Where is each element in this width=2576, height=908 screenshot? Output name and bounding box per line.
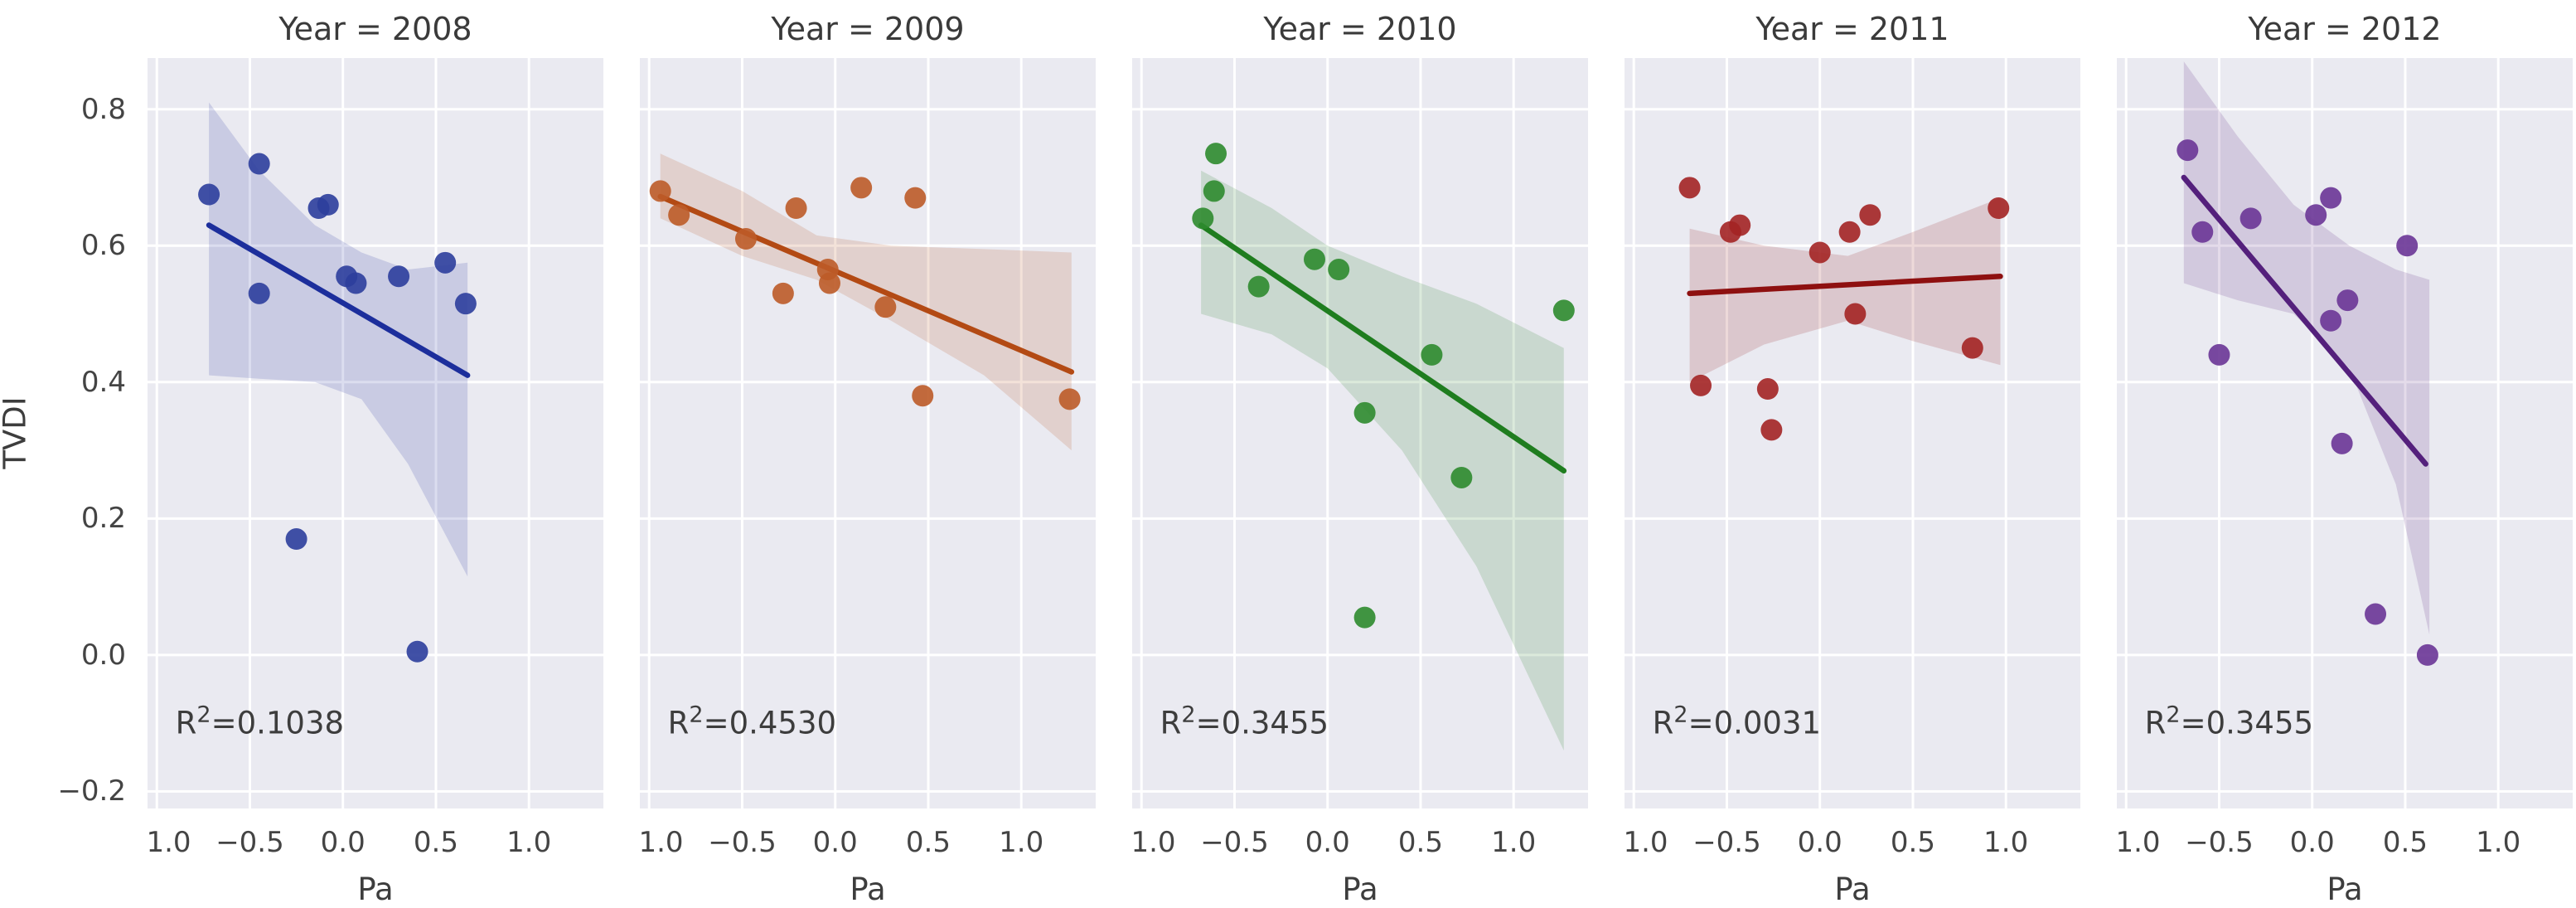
x-tick-label: −0.5 [1692, 826, 1761, 859]
x-tick-label: 0.0 [1798, 826, 1842, 859]
y-tick-label: 0.2 [80, 502, 126, 536]
r-squared-annotation: R2=0.3455 [2145, 702, 2313, 741]
x-tick-label: 1.0 [999, 826, 1043, 859]
x-tick-label: 0.5 [906, 826, 951, 859]
facet-title: Year = 2010 [1263, 11, 1457, 47]
r-squared-annotation: R2=0.1038 [176, 702, 344, 741]
x-tick-label: 1.0 [1491, 826, 1536, 859]
y-tick-label: 0.0 [80, 638, 126, 672]
x-axis-label: Pa [1342, 872, 1378, 907]
x-tick-label: 1.0 [2476, 826, 2520, 859]
facet-row: Year = 2008 R2=0.1038 −1.0 −0.5 0.0 0.5 1.0 Pa… [148, 0, 2573, 908]
r-squared-annotation: R2=0.3455 [1160, 702, 1329, 741]
r-squared-annotation: R2=0.4530 [668, 702, 836, 741]
x-tick-label: 0.5 [1398, 826, 1443, 859]
facet-title: Year = 2012 [2248, 11, 2442, 47]
facet-title: Year = 2011 [1755, 11, 1949, 47]
x-tick-label: 0.5 [414, 826, 458, 859]
scatter-plot-2010: R2=0.3455 −1.0 −0.5 0.0 0.5 1.0 Pa [1132, 58, 1588, 907]
x-tick-label: −1.0 [640, 826, 684, 859]
scatter-plot-2008: R2=0.1038 −1.0 −0.5 0.0 0.5 1.0 Pa [148, 58, 603, 907]
x-tick-label: 0.5 [2383, 826, 2428, 859]
y-tick-label: 0.4 [80, 365, 126, 399]
x-tick-label: −0.5 [708, 826, 777, 859]
facet-year-2008: Year = 2008 R2=0.1038 −1.0 −0.5 0.0 0.5 1.0 Pa [148, 0, 603, 908]
y-tick-label: 0.8 [80, 92, 126, 126]
x-tick-label: −1.0 [148, 826, 191, 859]
r-squared-annotation: R2=0.0031 [1653, 702, 1821, 741]
x-axis-label: Pa [1834, 872, 1870, 907]
scatter-plot-2011: R2=0.0031 −1.0 −0.5 0.0 0.5 1.0 Pa [1625, 58, 2080, 907]
x-tick-label: −1.0 [1132, 826, 1176, 859]
scatter-plot-2009: R2=0.4530 −1.0 −0.5 0.0 0.5 1.0 Pa [640, 58, 1096, 907]
x-axis-label: Pa [2327, 872, 2362, 907]
x-tick-label: 0.0 [2290, 826, 2335, 859]
x-tick-label: 0.5 [1891, 826, 1935, 859]
x-tick-label: −1.0 [1625, 826, 1668, 859]
facet-title: Year = 2009 [771, 11, 965, 47]
facet-year-2010: Year = 2010 R2=0.3455 −1.0 −0.5 0.0 0.5 1.0 Pa [1132, 0, 1588, 908]
x-tick-label: 0.0 [1305, 826, 1350, 859]
y-axis-label: TVDI [0, 396, 33, 469]
facet-year-2011: Year = 2011 R2=0.0031 −1.0 −0.5 0.0 0.5 1.0 Pa [1625, 0, 2080, 908]
x-tick-label: 0.0 [813, 826, 858, 859]
x-tick-label: 0.0 [321, 826, 366, 859]
facet-year-2012: Year = 2012 R2=0.3455 −1.0 −0.5 0.0 0.5 1.0 Pa [2117, 0, 2573, 908]
scatter-plot-2012: R2=0.3455 −1.0 −0.5 0.0 0.5 1.0 Pa [2117, 58, 2573, 907]
x-tick-label: 1.0 [506, 826, 551, 859]
y-tick-label: −0.2 [57, 774, 126, 808]
x-axis-label: Pa [357, 872, 393, 907]
x-tick-label: −0.5 [2185, 826, 2254, 859]
x-axis-label: Pa [850, 872, 885, 907]
x-tick-label: 1.0 [1983, 826, 2028, 859]
y-axis-gutter: TVDI 0.8 0.6 0.4 0.2 0.0 −0.2 [0, 0, 148, 908]
y-tick-label: 0.6 [80, 229, 126, 263]
x-tick-label: −0.5 [215, 826, 284, 859]
facet-year-2009: Year = 2009 R2=0.4530 −1.0 −0.5 0.0 0.5 1.0 Pa [640, 0, 1096, 908]
x-tick-label: −1.0 [2117, 826, 2161, 859]
facet-title: Year = 2008 [278, 11, 472, 47]
x-tick-label: −0.5 [1200, 826, 1269, 859]
